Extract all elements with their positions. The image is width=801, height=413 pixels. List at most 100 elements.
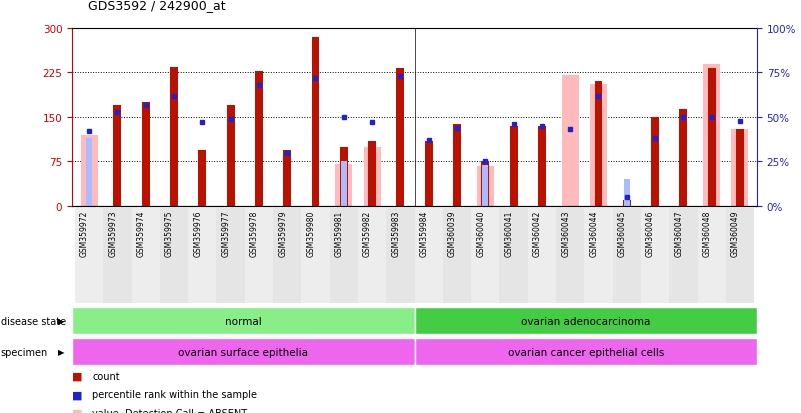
Bar [453,125,461,206]
Bar [227,106,235,206]
Text: GSM360042: GSM360042 [533,211,541,257]
Text: GSM360043: GSM360043 [562,211,570,257]
Bar [330,209,358,304]
Text: GSM359979: GSM359979 [278,211,288,257]
Bar [368,141,376,206]
Bar [131,209,160,304]
Text: ▶: ▶ [58,348,64,356]
Bar [255,71,263,206]
Text: GSM360048: GSM360048 [702,211,711,257]
Bar [170,67,178,206]
Bar [624,180,630,206]
Bar [114,106,121,206]
Bar [641,209,669,304]
Bar [443,209,471,304]
Text: disease state: disease state [1,316,66,326]
Bar [471,209,499,304]
Bar [482,166,489,206]
Bar [679,110,687,206]
Bar [509,126,517,206]
Text: GSM359983: GSM359983 [392,211,400,257]
Bar [72,339,415,366]
Text: count: count [92,371,119,381]
Bar [199,150,206,206]
Bar [613,209,641,304]
Bar [301,209,330,304]
Text: ovarian cancer epithelial cells: ovarian cancer epithelial cells [508,347,664,357]
Bar [556,209,584,304]
Text: GSM360045: GSM360045 [618,211,626,257]
Bar [340,147,348,206]
Bar [340,162,347,206]
Text: normal: normal [225,316,262,326]
Bar [590,85,607,206]
Text: GSM359978: GSM359978 [250,211,259,257]
Bar [364,147,380,206]
Text: GSM360047: GSM360047 [674,211,683,257]
Bar [562,76,578,206]
Text: ■: ■ [72,389,83,399]
Bar [245,209,273,304]
Bar [216,209,245,304]
Bar [499,209,528,304]
Text: GDS3592 / 242900_at: GDS3592 / 242900_at [88,0,226,12]
Text: GSM359984: GSM359984 [420,211,429,257]
Bar [584,209,613,304]
Bar [86,139,92,206]
Bar [386,209,415,304]
Text: percentile rank within the sample: percentile rank within the sample [92,389,257,399]
Bar [75,209,103,304]
Text: ■: ■ [72,371,83,381]
Bar [415,209,443,304]
Bar [358,209,386,304]
Text: GSM360041: GSM360041 [505,211,513,257]
Bar [415,308,757,335]
Bar [312,38,320,207]
Bar [651,118,659,206]
Bar [477,166,493,206]
Text: GSM359977: GSM359977 [222,211,231,257]
Bar [188,209,216,304]
Text: GSM359975: GSM359975 [165,211,174,257]
Text: GSM360049: GSM360049 [731,211,740,257]
Text: specimen: specimen [1,347,48,357]
Bar [594,82,602,206]
Bar [81,135,98,206]
Bar [669,209,698,304]
Bar [703,64,720,206]
Bar [736,130,744,206]
Text: ▶: ▶ [58,317,64,325]
Text: value, Detection Call = ABSENT: value, Detection Call = ABSENT [92,408,248,413]
Bar [415,339,757,366]
Bar [284,150,291,206]
Text: ■: ■ [72,408,83,413]
Text: GSM360046: GSM360046 [646,211,655,257]
Text: GSM359972: GSM359972 [80,211,89,257]
Bar [698,209,726,304]
Bar [623,201,630,206]
Bar [273,209,301,304]
Text: GSM360040: GSM360040 [477,211,485,257]
Bar [396,69,405,206]
Text: GSM360039: GSM360039 [448,211,457,257]
Bar [528,209,556,304]
Bar [425,141,433,206]
Bar [731,130,748,206]
Text: GSM359981: GSM359981 [335,211,344,256]
Text: GSM359973: GSM359973 [108,211,118,257]
Text: GSM359980: GSM359980 [307,211,316,257]
Bar [142,103,150,206]
Bar [160,209,188,304]
Text: ovarian surface epithelia: ovarian surface epithelia [179,347,308,357]
Text: GSM359982: GSM359982 [363,211,372,256]
Bar [538,126,545,206]
Bar [336,165,352,206]
Text: GSM359976: GSM359976 [193,211,203,257]
Text: GSM359974: GSM359974 [137,211,146,257]
Bar [103,209,131,304]
Bar [708,69,715,206]
Bar [481,162,489,206]
Bar [726,209,754,304]
Text: GSM360044: GSM360044 [590,211,598,257]
Text: ovarian adenocarcinoma: ovarian adenocarcinoma [521,316,650,326]
